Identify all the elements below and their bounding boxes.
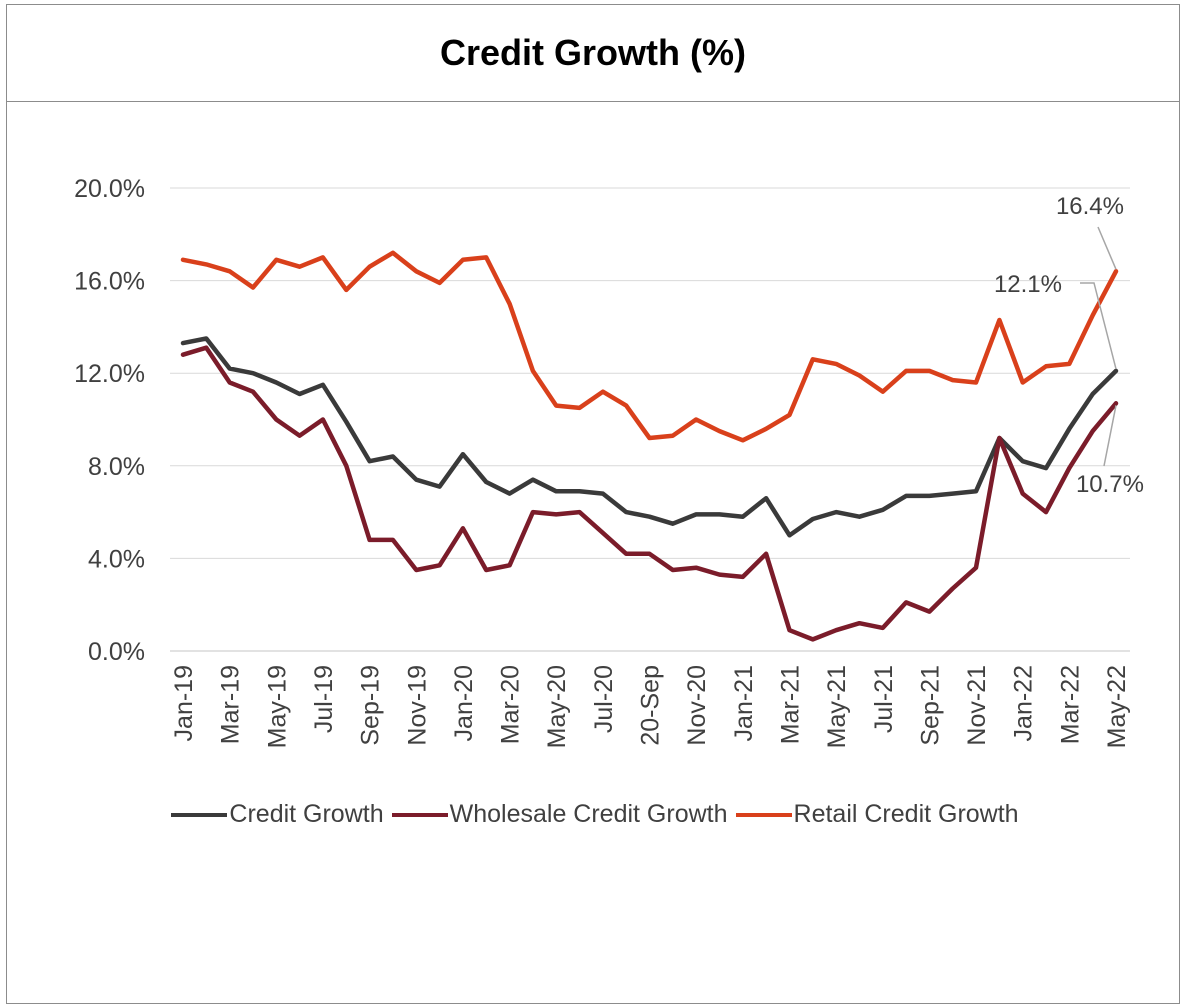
x-tick-label: Jul-19 xyxy=(310,665,338,733)
legend-item-wholesale-credit-growth: Wholesale Credit Growth xyxy=(391,800,728,829)
gridlines xyxy=(170,187,1130,559)
y-tick-label: 0.0% xyxy=(88,638,145,666)
x-tick-label: Jul-20 xyxy=(590,665,618,733)
leader-line xyxy=(1103,405,1117,467)
y-tick-label: 20.0% xyxy=(74,175,145,203)
legend-swatch-credit-growth xyxy=(171,812,228,817)
y-tick-label: 8.0% xyxy=(88,453,145,481)
x-tick-label: May-20 xyxy=(543,665,571,748)
legend-label: Credit Growth xyxy=(229,800,384,828)
legend: Credit Growth Wholesale Credit Growth Re… xyxy=(0,800,1190,829)
legend-label: Retail Credit Growth xyxy=(793,800,1019,828)
x-tick-label: Jan-22 xyxy=(1010,665,1038,741)
x-tick-label: May-22 xyxy=(1103,665,1131,748)
x-tick-label: Nov-20 xyxy=(683,665,711,746)
data-labels: 16.4% 12.1% 10.7% xyxy=(994,193,1144,498)
x-tick-label: Mar-21 xyxy=(776,665,804,744)
chart-title: Credit Growth (%) xyxy=(440,32,746,73)
x-tick-label: Sep-19 xyxy=(357,665,385,746)
legend-swatch-wholesale xyxy=(391,812,448,817)
data-label-credit: 12.1% xyxy=(994,271,1062,298)
x-tick-label: 20-Sep xyxy=(637,665,665,746)
y-tick-label: 12.0% xyxy=(74,360,145,388)
legend-item-credit-growth: Credit Growth xyxy=(171,800,384,829)
x-axis-ticks: Jan-19 Mar-19 May-19 Jul-19 Sep-19 Nov-19 Jan-… xyxy=(170,665,1131,748)
x-tick-label: Jan-21 xyxy=(730,665,758,741)
x-tick-label: Jul-21 xyxy=(870,665,898,733)
x-tick-label: Jan-19 xyxy=(170,665,198,741)
y-tick-label: 16.0% xyxy=(74,268,145,296)
leader-line xyxy=(1097,226,1117,270)
series-line-3 xyxy=(180,250,1119,443)
leader-line xyxy=(1080,282,1117,370)
x-tick-label: Jan-20 xyxy=(450,665,478,741)
series-lines xyxy=(180,250,1119,642)
legend-label: Wholesale Credit Growth xyxy=(449,800,728,828)
x-tick-label: Nov-21 xyxy=(963,665,991,746)
x-tick-label: May-19 xyxy=(263,665,291,748)
x-tick-label: Mar-20 xyxy=(497,665,525,744)
series-line-2 xyxy=(180,345,1119,642)
series-line-1 xyxy=(180,336,1119,538)
x-tick-label: Nov-19 xyxy=(403,665,431,746)
title-band: Credit Growth (%) xyxy=(7,5,1179,102)
x-tick-label: May-21 xyxy=(823,665,851,748)
data-label-retail: 16.4% xyxy=(1056,193,1124,220)
line-chart: 0.0% 4.0% 8.0% 12.0% 16.0% 20.0% Jan-19 Mar-19… xyxy=(74,175,1144,748)
x-tick-label: Mar-19 xyxy=(217,665,245,744)
legend-swatch-retail xyxy=(735,812,792,817)
y-axis-ticks: 0.0% 4.0% 8.0% 12.0% 16.0% 20.0% xyxy=(74,175,145,666)
x-tick-label: Mar-22 xyxy=(1056,665,1084,744)
data-label-wholesale: 10.7% xyxy=(1076,471,1144,498)
y-tick-label: 4.0% xyxy=(88,545,145,573)
legend-item-retail-credit-growth: Retail Credit Growth xyxy=(735,800,1019,829)
x-tick-label: Sep-21 xyxy=(916,665,944,746)
